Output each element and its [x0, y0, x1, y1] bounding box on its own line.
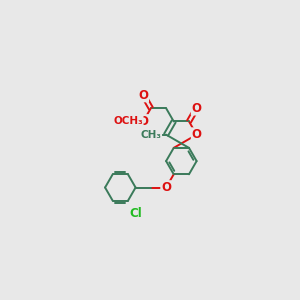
Text: O: O — [161, 181, 171, 194]
Text: O: O — [192, 128, 202, 141]
Text: CH₃: CH₃ — [140, 130, 161, 140]
Text: OCH₃: OCH₃ — [113, 116, 143, 126]
Text: O: O — [192, 102, 202, 115]
Text: Cl: Cl — [129, 207, 142, 220]
Text: O: O — [138, 88, 148, 101]
Text: O: O — [138, 115, 148, 128]
